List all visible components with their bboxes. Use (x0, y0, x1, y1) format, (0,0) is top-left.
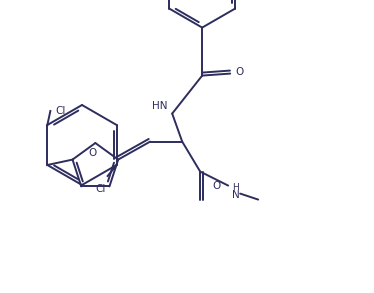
Text: O: O (212, 180, 220, 190)
Text: Cl: Cl (95, 184, 106, 194)
Text: O: O (88, 148, 96, 158)
Text: Cl: Cl (55, 106, 66, 116)
Text: N: N (232, 190, 240, 200)
Text: HN: HN (152, 100, 167, 110)
Text: O: O (235, 67, 243, 76)
Text: H: H (232, 183, 239, 192)
